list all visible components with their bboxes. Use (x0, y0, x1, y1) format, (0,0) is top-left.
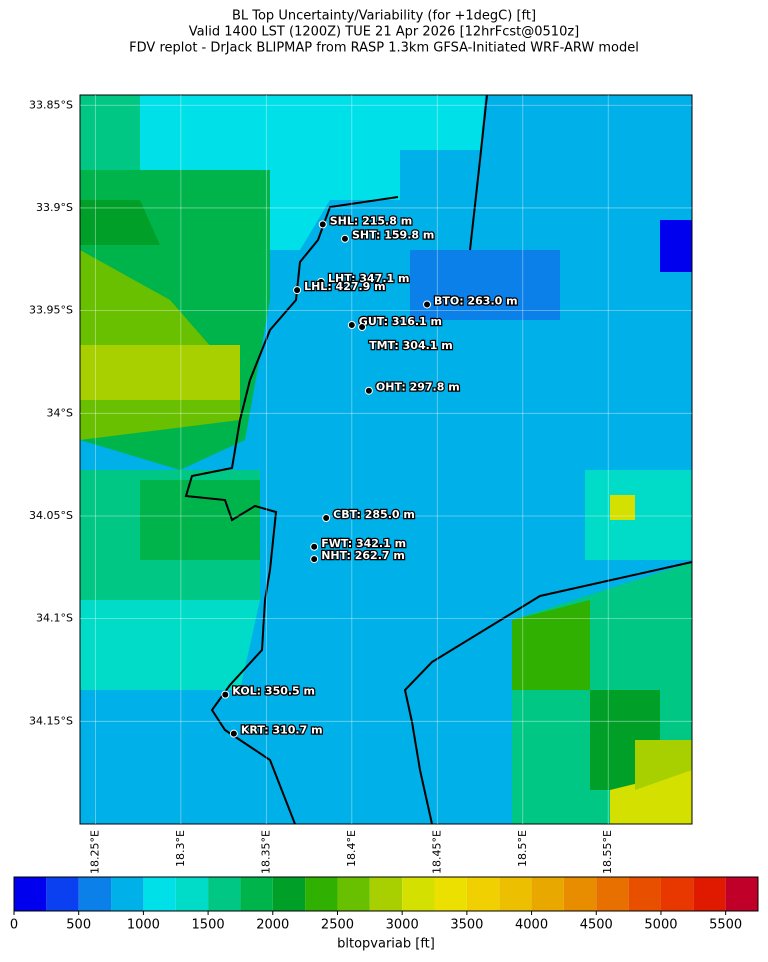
x-tick-label: 18.35°E (259, 830, 272, 874)
colorbar-tick-label: 2000 (256, 918, 289, 933)
station-marker (347, 320, 356, 329)
colorbar-cell (14, 877, 47, 911)
colorbar-cell (240, 877, 273, 911)
y-tick-label: 33.95°S (29, 304, 73, 317)
colorbar-tick-label: 1000 (127, 918, 160, 933)
colorbar-frame (13, 876, 759, 912)
station-marker (318, 220, 327, 229)
y-tick-label: 33.85°S (29, 98, 73, 111)
y-tick-label: 34.1°S (36, 612, 73, 625)
colorbar-tick-label: 1500 (192, 918, 225, 933)
station-marker (310, 555, 319, 564)
station-label: FWT: 342.1 m (321, 537, 406, 550)
x-tick-label: 18.5°E (516, 830, 529, 867)
station-label: KOL: 350.5 m (232, 685, 315, 698)
colorbar-tick-label: 2500 (321, 918, 354, 933)
colorbar-cell (499, 877, 532, 911)
colorbar-cell (693, 877, 726, 911)
y-tick-label: 34.05°S (29, 509, 73, 522)
station-label: LHL: 427.9 m (304, 280, 386, 293)
map-frame (79, 94, 693, 825)
colorbar-cell (628, 877, 661, 911)
x-tick-label: 18.45°E (430, 830, 443, 874)
chart-title: BL Top Uncertainty/Variability (for +1de… (232, 9, 536, 24)
chart-subtitle: FDV replot - DrJack BLIPMAP from RASP 1.… (129, 41, 639, 56)
station-label: LHT: 347.1 m (328, 272, 409, 285)
colorbar-tick-label: 5500 (709, 918, 742, 933)
colorbar-tick-label: 3000 (386, 918, 419, 933)
station-marker (293, 286, 302, 295)
y-tick-label: 34°S (47, 406, 73, 419)
station-label: GUT: 316.1 m (359, 315, 442, 328)
colorbar-cell (402, 877, 435, 911)
colorbar-tick-label: 0 (10, 918, 18, 933)
colorbar-cell (660, 877, 694, 911)
station-marker (322, 514, 331, 523)
station-marker (358, 323, 367, 332)
station-label: TMT: 304.1 m (369, 339, 453, 352)
colorbar-cell (143, 877, 176, 911)
colorbar-cell (175, 877, 209, 911)
colorbar-tick-label: 4500 (580, 918, 613, 933)
station-label: CBT: 285.0 m (333, 508, 415, 521)
colorbar-tick-label: 4000 (515, 918, 548, 933)
station-marker (340, 234, 349, 243)
colorbar-cell (46, 877, 79, 911)
x-tick-label: 18.55°E (601, 830, 614, 874)
station-marker (317, 277, 326, 286)
station-label: NHT: 262.7 m (321, 549, 405, 562)
colorbar-cell (272, 877, 306, 911)
colorbar-label: bltopvariab [ft] (337, 937, 435, 952)
y-tick-label: 34.15°S (29, 714, 73, 727)
colorbar-tick-label: 500 (66, 918, 91, 933)
colorbar-cell (208, 877, 241, 911)
colorbar-cell (434, 877, 467, 911)
map-field (80, 95, 692, 824)
y-tick-label: 33.9°S (36, 201, 73, 214)
colorbar-cell (305, 877, 338, 911)
x-tick-label: 18.3°E (174, 830, 187, 867)
station-label: OHT: 297.8 m (376, 381, 460, 394)
x-tick-label: 18.25°E (88, 830, 101, 874)
colorbar-cell (466, 877, 500, 911)
colorbar-cell (111, 877, 144, 911)
station-label: BTO: 263.0 m (434, 294, 518, 307)
colorbar-cell (531, 877, 564, 911)
station-label: SHL: 215.8 m (330, 214, 412, 227)
station-marker (423, 300, 432, 309)
colorbar-cell (78, 877, 112, 911)
colorbar-cell (369, 877, 403, 911)
station-marker (364, 386, 373, 395)
colorbar-cell (337, 877, 370, 911)
station-marker (310, 542, 319, 551)
colorbar-tick-label: 3500 (450, 918, 483, 933)
station-marker (221, 690, 230, 699)
station-label: SHT: 159.8 m (352, 229, 434, 242)
x-tick-label: 18.4°E (345, 830, 358, 867)
station-marker (229, 729, 238, 738)
station-label: KRT: 310.7 m (241, 724, 323, 737)
colorbar-cell (596, 877, 629, 911)
colorbar-cell (725, 877, 758, 911)
colorbar-tick-label: 5000 (644, 918, 677, 933)
chart-subtitle: Valid 1400 LST (1200Z) TUE 21 Apr 2026 [… (189, 25, 580, 40)
colorbar-cell (563, 877, 597, 911)
